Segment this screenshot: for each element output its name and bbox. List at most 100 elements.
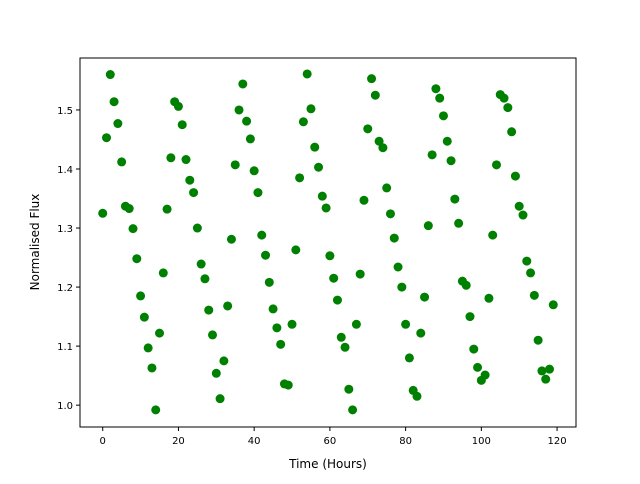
data-point bbox=[158, 268, 168, 278]
data-point bbox=[420, 292, 430, 302]
data-point bbox=[461, 280, 471, 290]
data-point bbox=[283, 380, 293, 390]
y-tick-label: 1.5 bbox=[57, 106, 73, 117]
data-point bbox=[200, 274, 210, 284]
data-point bbox=[544, 364, 554, 374]
data-point bbox=[117, 157, 127, 167]
data-point bbox=[348, 405, 358, 415]
y-tick-label: 1.2 bbox=[57, 283, 73, 294]
data-point bbox=[124, 204, 134, 214]
y-tick-label: 1.3 bbox=[57, 224, 73, 235]
data-point bbox=[298, 117, 308, 127]
data-point bbox=[473, 362, 483, 372]
data-point bbox=[469, 344, 479, 354]
data-point bbox=[423, 221, 433, 231]
data-point bbox=[249, 166, 259, 176]
data-point bbox=[211, 368, 221, 378]
data-point bbox=[162, 204, 172, 214]
data-point bbox=[370, 90, 380, 100]
data-point bbox=[173, 101, 183, 111]
data-point bbox=[385, 209, 395, 219]
x-tick-label: 40 bbox=[248, 436, 261, 447]
data-point bbox=[147, 363, 157, 373]
x-tick-label: 120 bbox=[548, 436, 567, 447]
data-point bbox=[102, 133, 112, 143]
data-point bbox=[109, 97, 119, 107]
data-point bbox=[404, 353, 414, 363]
data-point bbox=[548, 300, 558, 310]
data-point bbox=[442, 136, 452, 146]
data-point bbox=[215, 394, 225, 404]
data-point bbox=[446, 156, 456, 166]
data-point bbox=[151, 405, 161, 415]
data-point bbox=[491, 160, 501, 170]
x-axis-ticks: 0 20 40 60 80 100 120 bbox=[100, 427, 567, 447]
data-point bbox=[336, 332, 346, 342]
data-point bbox=[355, 269, 365, 279]
data-point bbox=[359, 195, 369, 205]
data-point bbox=[253, 188, 263, 198]
data-point bbox=[480, 370, 490, 380]
data-point bbox=[128, 224, 138, 234]
x-tick-label: 60 bbox=[324, 436, 337, 447]
data-point bbox=[291, 245, 301, 255]
data-point bbox=[223, 301, 233, 311]
data-point bbox=[261, 250, 271, 260]
data-point bbox=[401, 319, 411, 329]
data-point bbox=[340, 342, 350, 352]
data-point bbox=[192, 223, 202, 233]
plot-frame bbox=[79, 57, 577, 428]
data-point bbox=[287, 319, 297, 329]
data-point bbox=[136, 291, 146, 301]
data-point bbox=[242, 116, 252, 126]
data-point bbox=[389, 233, 399, 243]
data-point bbox=[105, 70, 115, 80]
x-tick-label: 80 bbox=[399, 436, 412, 447]
data-point bbox=[143, 343, 153, 353]
data-point bbox=[435, 93, 445, 103]
data-point bbox=[537, 366, 547, 376]
data-point bbox=[438, 111, 448, 121]
x-tick-label: 0 bbox=[100, 436, 106, 447]
data-point bbox=[204, 305, 214, 315]
data-point bbox=[533, 335, 543, 345]
data-point bbox=[177, 120, 187, 130]
data-point bbox=[268, 304, 278, 314]
x-tick-label: 20 bbox=[172, 436, 185, 447]
data-point bbox=[155, 328, 165, 338]
data-point bbox=[374, 136, 384, 146]
data-point bbox=[503, 103, 513, 113]
data-point bbox=[306, 104, 316, 114]
data-point bbox=[314, 162, 324, 172]
data-point bbox=[310, 142, 320, 152]
y-axis-ticks: 1.0 1.1 1.2 1.3 1.4 1.5 bbox=[57, 106, 80, 412]
data-point bbox=[189, 188, 199, 198]
data-point bbox=[272, 323, 282, 333]
data-point bbox=[208, 330, 218, 340]
data-point bbox=[245, 134, 255, 144]
data-point bbox=[351, 319, 361, 329]
data-point bbox=[219, 356, 229, 366]
data-point bbox=[230, 160, 240, 170]
data-point bbox=[465, 312, 475, 322]
data-point bbox=[541, 374, 551, 384]
data-point bbox=[98, 208, 108, 218]
data-point bbox=[507, 127, 517, 137]
data-point bbox=[412, 391, 422, 401]
data-point bbox=[332, 295, 342, 305]
data-point bbox=[276, 339, 286, 349]
data-point bbox=[431, 84, 441, 94]
data-points bbox=[98, 69, 558, 415]
data-point bbox=[378, 143, 388, 153]
data-point bbox=[450, 194, 460, 204]
data-point bbox=[514, 201, 524, 211]
data-point bbox=[321, 203, 331, 213]
data-point bbox=[363, 124, 373, 134]
data-point bbox=[113, 119, 123, 129]
data-point bbox=[526, 268, 536, 278]
data-point bbox=[329, 273, 339, 283]
y-axis-label: Normalised Flux bbox=[28, 194, 42, 291]
data-point bbox=[166, 153, 176, 163]
data-point bbox=[139, 312, 149, 322]
data-point bbox=[488, 230, 498, 240]
